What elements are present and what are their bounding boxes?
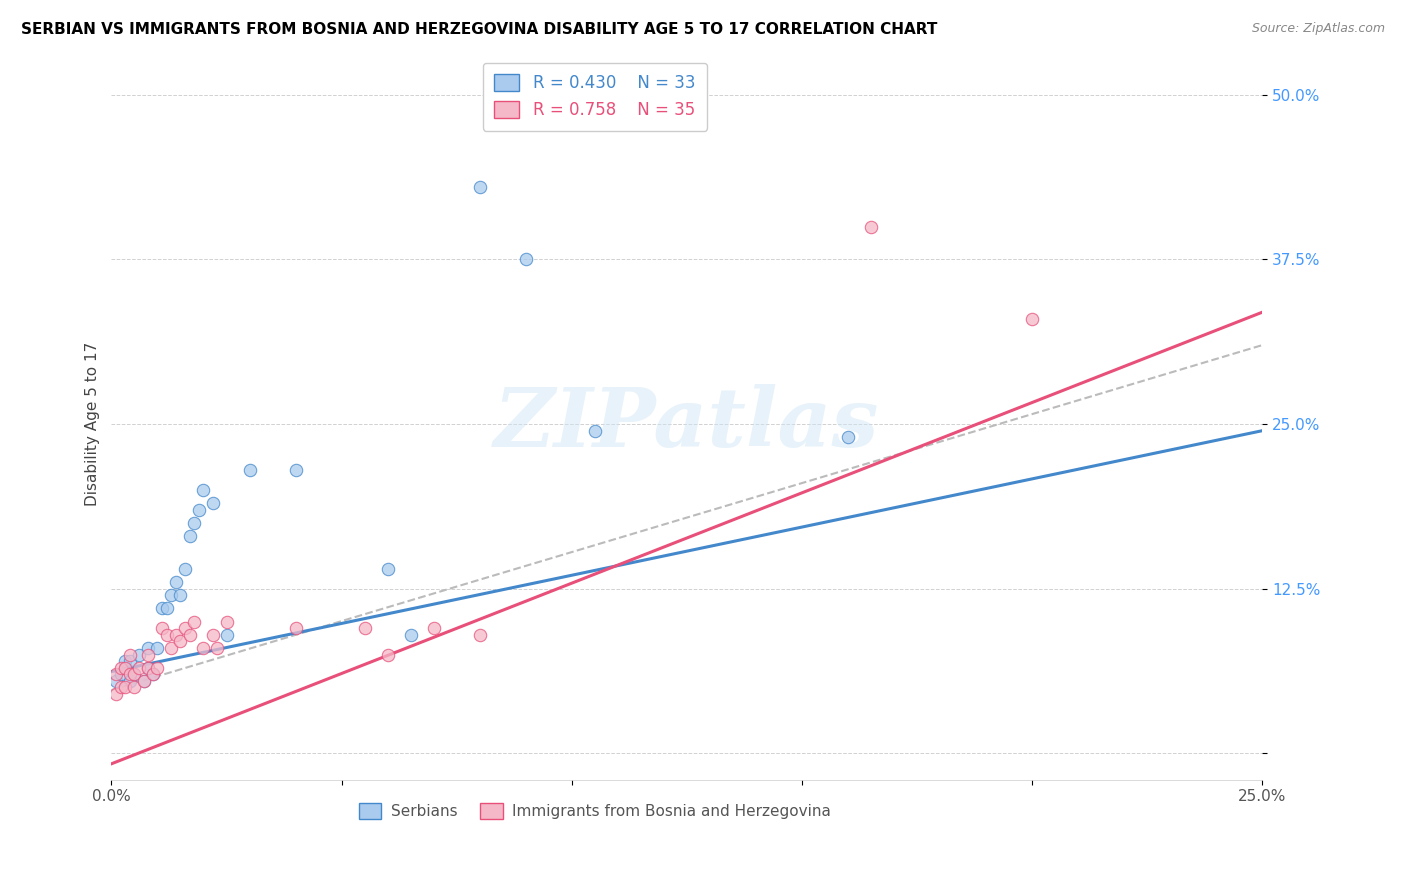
Point [110,661,132,675]
Point [132,673,155,688]
Point [201,628,224,642]
Point [179,628,201,642]
Point [165,628,187,642]
Point [156,628,179,642]
Point [150,601,173,615]
Point [105,687,128,701]
Point [136,640,159,655]
Point [114,661,136,675]
Point [105,673,128,688]
Point [169,634,191,648]
Point [179,529,201,543]
Point [118,648,141,662]
Point [183,516,205,530]
Point [583,424,606,438]
Point [124,681,146,695]
Point [118,673,141,688]
Point [169,588,191,602]
Point [174,621,197,635]
Point [207,640,229,655]
Point [353,621,375,635]
Point [142,667,165,681]
Point [187,502,209,516]
Point [105,667,128,681]
Point [136,661,159,675]
Point [128,648,150,662]
Point [160,640,183,655]
Text: SERBIAN VS IMMIGRANTS FROM BOSNIA AND HERZEGOVINA DISABILITY AGE 5 TO 17 CORRELA: SERBIAN VS IMMIGRANTS FROM BOSNIA AND HE… [21,22,938,37]
Point [114,661,136,675]
Point [128,661,150,675]
Point [118,654,141,668]
Point [114,681,136,695]
Point [201,496,224,510]
Point [215,615,238,629]
Point [146,661,169,675]
Point [284,463,307,477]
Point [399,628,422,642]
Point [150,621,173,635]
Point [193,640,215,655]
Point [136,661,159,675]
Point [468,180,491,194]
Legend: Serbians, Immigrants from Bosnia and Herzegovina: Serbians, Immigrants from Bosnia and Her… [353,797,837,825]
Point [110,667,132,681]
Point [837,430,859,444]
Point [124,667,146,681]
Point [215,628,238,642]
Point [118,667,141,681]
Point [174,562,197,576]
Point [422,621,444,635]
Point [183,615,205,629]
Point [1021,311,1043,326]
Point [238,463,260,477]
Point [110,681,132,695]
Point [124,667,146,681]
Text: ZIPatlas: ZIPatlas [494,384,880,464]
Point [136,648,159,662]
Point [377,562,399,576]
Point [468,628,491,642]
Text: Source: ZipAtlas.com: Source: ZipAtlas.com [1251,22,1385,36]
Point [377,648,399,662]
Point [146,640,169,655]
Y-axis label: Disability Age 5 to 17: Disability Age 5 to 17 [86,342,100,506]
Point [193,483,215,497]
Point [860,219,883,234]
Point [515,252,537,267]
Point [160,588,183,602]
Point [165,575,187,590]
Point [142,667,165,681]
Point [156,601,179,615]
Point [284,621,307,635]
Point [132,673,155,688]
Point [114,654,136,668]
